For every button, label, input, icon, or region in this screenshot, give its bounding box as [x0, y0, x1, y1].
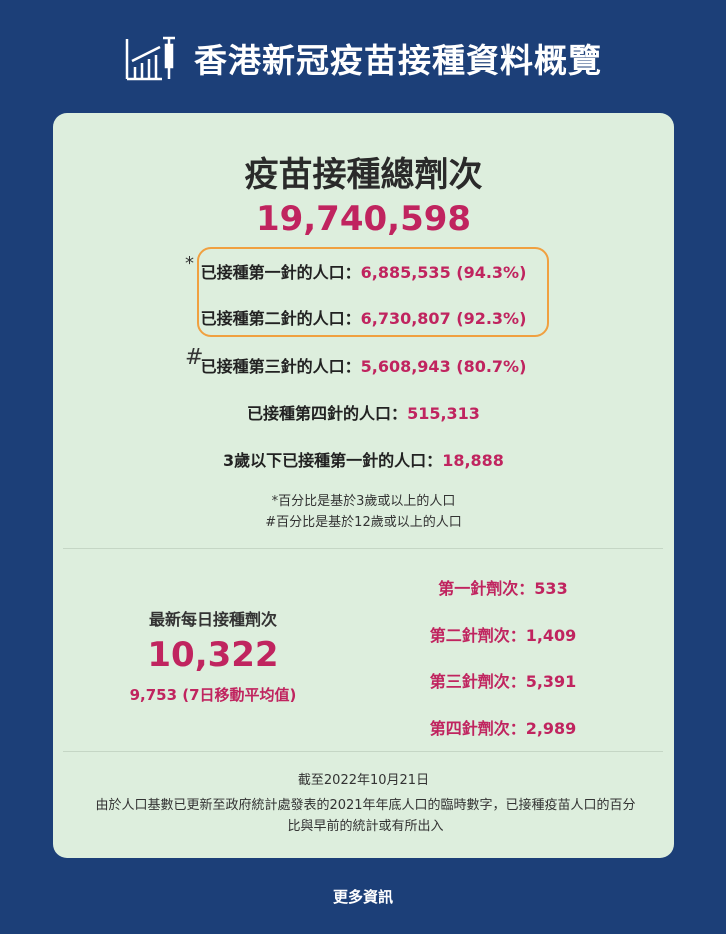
total-doses-value: 19,740,598: [255, 199, 472, 239]
page-title: 香港新冠疫苗接種資料概覽: [194, 41, 602, 80]
dose1-daily: 第一針劑次：533: [438, 579, 568, 598]
dose3-daily: 第三針劑次：5,391: [429, 672, 577, 691]
dose2-daily: 第二針劑次：1,409: [429, 626, 577, 645]
highlight-box: [197, 247, 549, 337]
more-info-link[interactable]: 更多資訊: [332, 888, 393, 906]
third-dose-row: 已接種第三針的人口：5,608,943 (80.7%): [200, 357, 527, 376]
total-doses-title: 疫苗接種總劑次: [244, 155, 483, 195]
divider: [63, 751, 663, 752]
second-dose-row: 已接種第二針的人口：6,730,807 (92.3%): [200, 309, 527, 328]
under3-row: 3歲以下已接種第一針的人口：18,888: [223, 451, 504, 470]
note-12plus: #百分比是基於12歲或以上的人口: [265, 515, 462, 530]
header: 香港新冠疫苗接種資料概覽: [0, 34, 726, 82]
hash-marker: #: [185, 345, 204, 370]
summary-card: 疫苗接種總劑次 19,740,598 * # 已接種第一針的人口：6,885,5…: [53, 113, 674, 858]
population-note: 由於人口基數已更新至政府統計處發表的2021年年底人口的臨時數字，已接種疫苗人口…: [95, 798, 636, 834]
first-dose-row: 已接種第一針的人口：6,885,535 (94.3%): [200, 263, 527, 282]
asterisk-marker: *: [185, 253, 194, 274]
daily-average: 9,753 (7日移動平均值): [129, 686, 297, 704]
divider: [63, 548, 663, 549]
dose4-daily: 第四針劑次：2,989: [429, 719, 577, 738]
note-3plus: *百分比是基於3歲或以上的人口: [271, 494, 456, 509]
daily-label: 最新每日接種劑次: [148, 610, 277, 629]
as-of-date: 截至2022年10月21日: [297, 773, 430, 788]
daily-value: 10,322: [147, 635, 279, 675]
chart-syringe-icon: [125, 36, 175, 81]
fourth-dose-row: 已接種第四針的人口：515,313: [247, 404, 480, 423]
